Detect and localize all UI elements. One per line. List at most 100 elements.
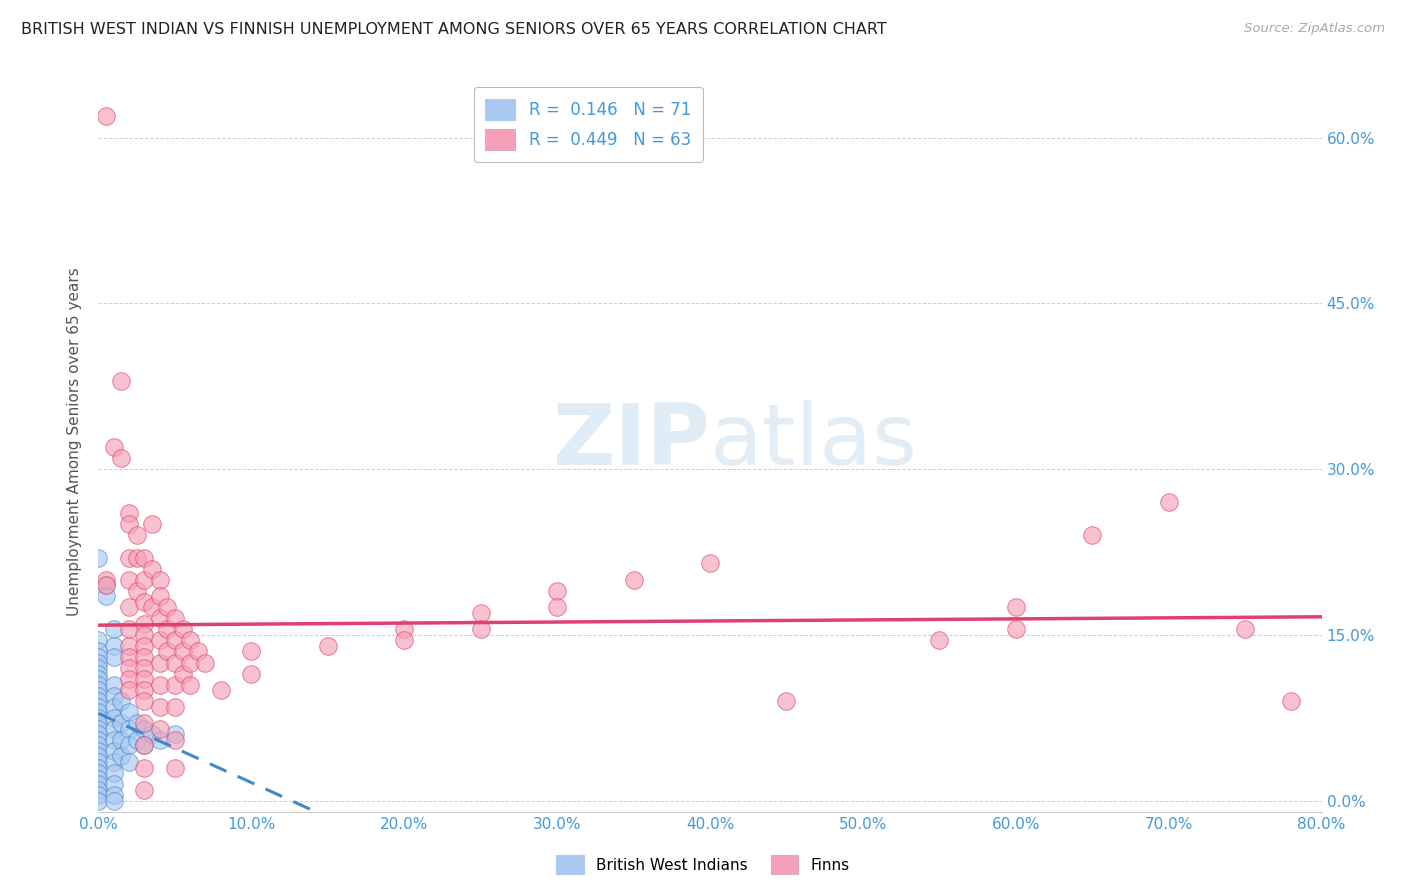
Point: [87, 672, 110, 686]
Legend: R =  0.146   N = 71, R =  0.449   N = 63: R = 0.146 N = 71, R = 0.449 N = 63: [474, 87, 703, 161]
Point: [118, 706, 141, 720]
Point: [134, 573, 156, 587]
Point: [118, 650, 141, 665]
Point: [94, 578, 117, 592]
Point: [470, 623, 492, 637]
Point: [87, 644, 110, 658]
Point: [134, 639, 156, 653]
Point: [125, 583, 148, 598]
Point: [87, 744, 110, 758]
Point: [103, 788, 125, 802]
Point: [103, 699, 125, 714]
Point: [546, 600, 568, 615]
Point: [87, 683, 110, 698]
Point: [134, 661, 156, 675]
Point: [103, 623, 125, 637]
Point: [775, 694, 797, 708]
Point: [87, 550, 110, 565]
Point: [110, 732, 132, 747]
Point: [118, 600, 141, 615]
Point: [103, 689, 125, 703]
Point: [134, 650, 156, 665]
Point: [1081, 528, 1104, 542]
Point: [87, 788, 110, 802]
Point: [163, 656, 186, 670]
Point: [134, 616, 156, 631]
Point: [87, 661, 110, 675]
Point: [110, 374, 132, 388]
Point: [87, 706, 110, 720]
Point: [1004, 623, 1026, 637]
Point: [240, 666, 263, 681]
Point: [141, 561, 163, 575]
Legend: British West Indians, Finns: British West Indians, Finns: [550, 849, 856, 880]
Point: [87, 760, 110, 774]
Point: [134, 722, 156, 736]
Point: [141, 600, 163, 615]
Point: [87, 716, 110, 731]
Point: [163, 611, 186, 625]
Text: BRITISH WEST INDIAN VS FINNISH UNEMPLOYMENT AMONG SENIORS OVER 65 YEARS CORRELAT: BRITISH WEST INDIAN VS FINNISH UNEMPLOYM…: [21, 22, 887, 37]
Point: [156, 600, 179, 615]
Point: [87, 782, 110, 797]
Point: [134, 595, 156, 609]
Point: [316, 639, 339, 653]
Point: [118, 550, 141, 565]
Point: [94, 589, 117, 603]
Point: [470, 606, 492, 620]
Point: [149, 573, 172, 587]
Point: [149, 611, 172, 625]
Point: [163, 727, 186, 741]
Point: [118, 573, 141, 587]
Point: [392, 633, 416, 648]
Point: [134, 739, 156, 753]
Point: [194, 656, 217, 670]
Point: [87, 711, 110, 725]
Point: [149, 678, 172, 692]
Point: [118, 672, 141, 686]
Point: [149, 656, 172, 670]
Point: [1279, 694, 1302, 708]
Point: [103, 440, 125, 454]
Point: [87, 727, 110, 741]
Point: [118, 683, 141, 698]
Point: [118, 755, 141, 769]
Point: [87, 656, 110, 670]
Point: [623, 573, 645, 587]
Point: [94, 578, 117, 592]
Point: [1234, 623, 1257, 637]
Point: [110, 694, 132, 708]
Point: [141, 727, 163, 741]
Point: [134, 672, 156, 686]
Point: [149, 633, 172, 648]
Point: [94, 573, 117, 587]
Point: [103, 777, 125, 791]
Point: [103, 732, 125, 747]
Point: [87, 666, 110, 681]
Point: [87, 749, 110, 764]
Point: [118, 722, 141, 736]
Point: [118, 507, 141, 521]
Point: [546, 583, 568, 598]
Point: [94, 109, 117, 123]
Point: [125, 716, 148, 731]
Point: [172, 644, 194, 658]
Text: atlas: atlas: [710, 400, 918, 483]
Point: [134, 628, 156, 642]
Point: [118, 623, 141, 637]
Point: [110, 749, 132, 764]
Point: [87, 633, 110, 648]
Point: [103, 766, 125, 780]
Point: [118, 739, 141, 753]
Point: [928, 633, 950, 648]
Point: [118, 639, 141, 653]
Point: [87, 694, 110, 708]
Point: [163, 633, 186, 648]
Point: [87, 689, 110, 703]
Point: [87, 794, 110, 808]
Point: [118, 517, 141, 532]
Point: [125, 528, 148, 542]
Point: [187, 644, 209, 658]
Point: [156, 644, 179, 658]
Point: [209, 683, 232, 698]
